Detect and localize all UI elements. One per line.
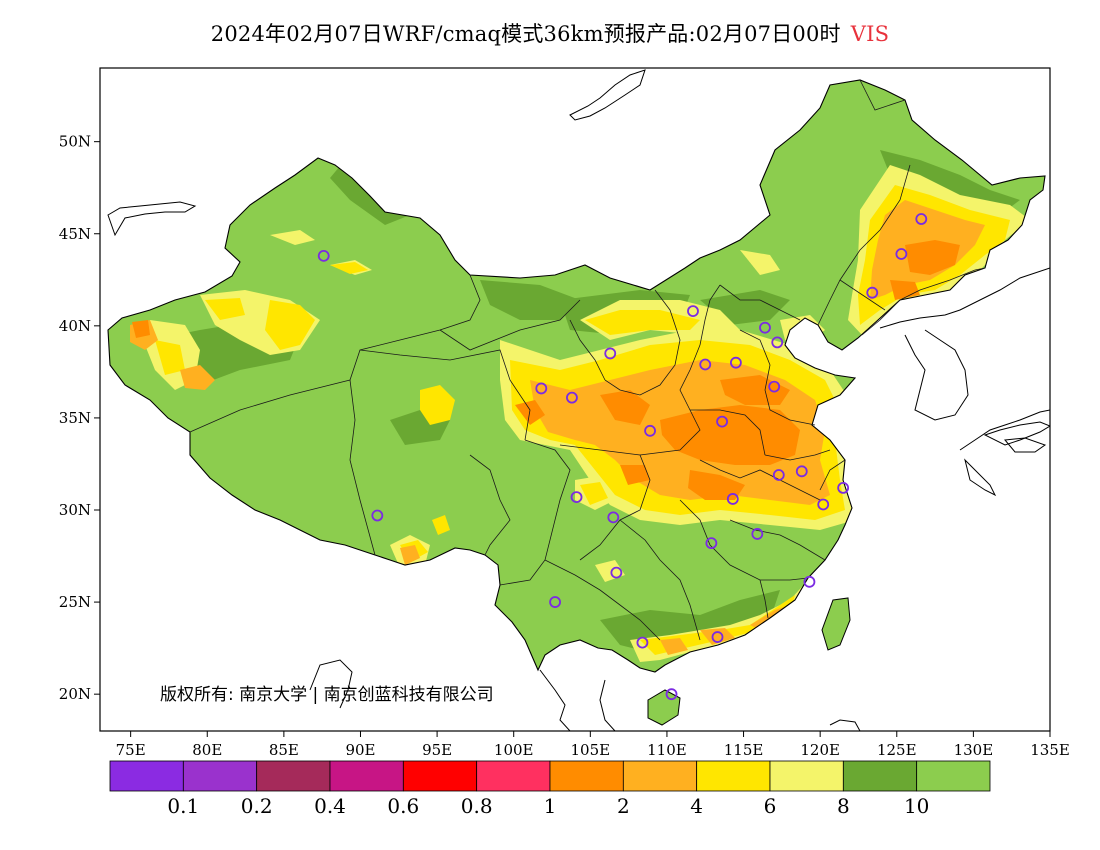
- station-marker: [711, 631, 724, 643]
- lon-tick-label: 85E: [269, 741, 299, 759]
- station-marker: [636, 636, 649, 649]
- station-marker: [317, 249, 330, 262]
- station-marker: [803, 575, 816, 588]
- lat-tick-label: 50N: [59, 133, 91, 151]
- colorbar-swatch: [916, 760, 991, 792]
- hainan: [647, 689, 681, 726]
- station-marker: [915, 213, 928, 225]
- lon-tick-label: 75E: [116, 741, 146, 759]
- station-marker: [607, 511, 620, 524]
- station-marker: [895, 248, 908, 260]
- colorbar-swatch: [769, 760, 844, 792]
- lon-tick-label: 105E: [571, 741, 611, 759]
- station-marker: [535, 382, 548, 395]
- station-marker: [705, 537, 718, 550]
- colorbar-swatch: [476, 760, 551, 792]
- colorbar-label: 2: [617, 794, 630, 818]
- map-axes: 75E 80E 85E 90E 95E 100E 105E 110E 115E 120E 125E 1…: [59, 133, 1070, 759]
- station-marker: [726, 493, 739, 505]
- colorbar-label: 6: [764, 794, 777, 818]
- station-marker: [795, 465, 808, 478]
- station-marker: [549, 596, 561, 608]
- station-marker: [772, 469, 785, 481]
- station-marker: [771, 336, 784, 349]
- station-marker: [570, 491, 583, 504]
- station-marker: [371, 509, 384, 522]
- lon-tick-label: 95E: [422, 741, 452, 759]
- colorbar-label: 0.6: [387, 794, 419, 818]
- station-marker: [644, 424, 656, 437]
- province-boundaries: [189, 79, 986, 641]
- colorbar-label: 0.8: [461, 794, 493, 818]
- colorbar-swatch: [696, 760, 771, 792]
- lon-tick-label: 90E: [345, 741, 375, 759]
- colorbar-swatch: [182, 760, 258, 792]
- colorbar-label: 10: [904, 794, 929, 818]
- taiwan: [821, 597, 851, 651]
- copyright-text: 版权所有: 南京大学 | 南京创蓝科技有限公司: [160, 685, 494, 705]
- colorbar-label: 8: [837, 794, 850, 818]
- colorbar-swatch: [622, 760, 698, 792]
- lon-tick-label: 120E: [800, 741, 840, 759]
- colorbar-label: 0.4: [314, 794, 346, 818]
- colorbar-swatch: [329, 760, 404, 792]
- colorbar-swatch: [256, 760, 331, 792]
- colorbar-label: 1: [544, 794, 557, 818]
- station-markers: [317, 213, 928, 701]
- lat-tick-label: 40N: [59, 317, 91, 335]
- title-variable: VIS: [850, 22, 890, 46]
- station-marker: [687, 305, 699, 318]
- station-marker: [768, 380, 781, 393]
- lat-tick-label: 25N: [59, 593, 91, 611]
- lon-tick-label: 125E: [877, 741, 917, 759]
- station-marker: [837, 481, 850, 494]
- lat-tick-label: 35N: [59, 409, 91, 427]
- colorbar-swatch: [842, 760, 918, 792]
- visibility-field: [130, 150, 1030, 662]
- station-marker: [759, 321, 771, 334]
- station-marker: [817, 498, 830, 511]
- colorbar-swatch: [109, 760, 184, 792]
- station-marker: [866, 286, 879, 299]
- lon-tick-label: 110E: [647, 741, 687, 759]
- station-marker: [716, 415, 728, 428]
- lon-tick-label: 80E: [192, 741, 222, 759]
- station-marker: [566, 391, 578, 404]
- station-marker: [610, 566, 623, 579]
- station-marker: [699, 358, 712, 371]
- neighbor-coastlines: [107, 69, 1050, 731]
- colorbar-label: 0.1: [167, 794, 199, 818]
- lat-tick-label: 45N: [59, 225, 91, 243]
- lon-tick-label: 115E: [724, 741, 764, 759]
- lon-tick-label: 100E: [494, 741, 534, 759]
- lon-tick-label: 130E: [954, 741, 994, 759]
- colorbar-swatch: [402, 760, 478, 792]
- title-main: 2024年02月07日WRF/cmaq模式36km预报产品:02月07日00时: [210, 22, 841, 46]
- colorbar: 0.1 0.2 0.4 0.6 0.8 1 2 4 6 8 10: [109, 760, 991, 818]
- station-marker: [665, 688, 678, 701]
- station-marker: [751, 528, 764, 540]
- lon-tick-label: 135E: [1030, 741, 1070, 759]
- lat-tick-label: 20N: [59, 685, 91, 703]
- map-frame: [99, 67, 1051, 732]
- colorbar-label: 4: [690, 794, 703, 818]
- colorbar-swatch: [549, 760, 624, 792]
- map-title: 2024年02月07日WRF/cmaq模式36km预报产品:02月07日00时 V…: [0, 18, 1100, 48]
- lat-tick-label: 30N: [59, 501, 91, 519]
- colorbar-label: 0.2: [241, 794, 273, 818]
- station-marker: [729, 356, 742, 369]
- station-marker: [604, 347, 617, 360]
